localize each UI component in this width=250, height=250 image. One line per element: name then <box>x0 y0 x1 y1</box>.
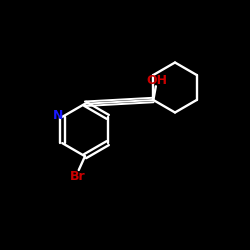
Text: N: N <box>52 109 63 122</box>
Text: Br: Br <box>70 170 85 183</box>
Text: OH: OH <box>146 74 168 87</box>
